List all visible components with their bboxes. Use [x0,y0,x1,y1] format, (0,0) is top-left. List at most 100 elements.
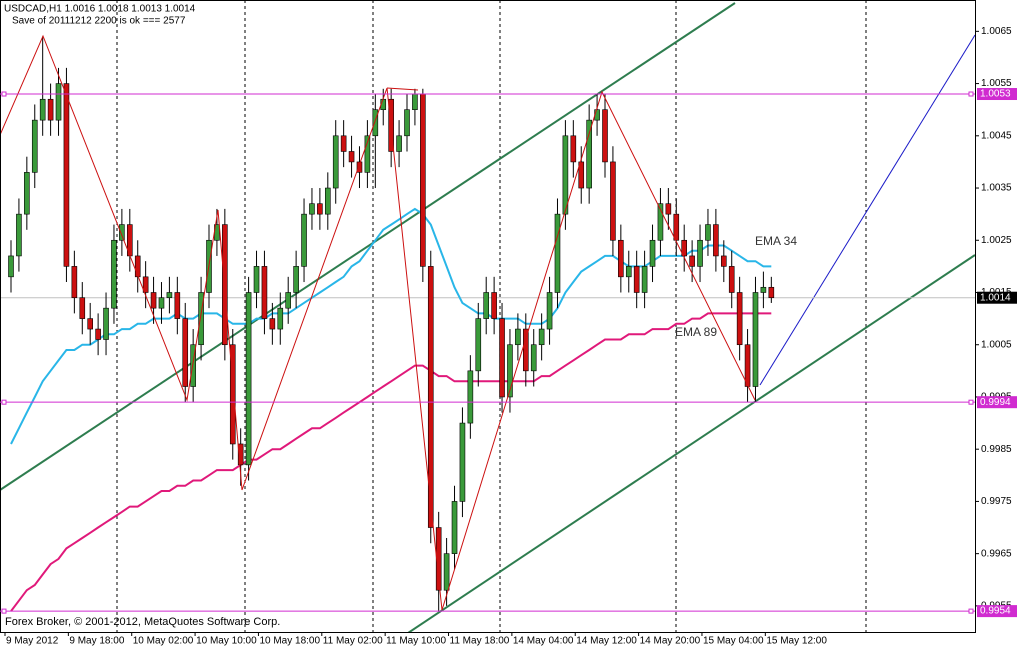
candle-body [760,286,767,293]
candle-body [538,328,545,346]
price-level-label: 1.0053 [980,89,1011,100]
candle-body [372,109,379,137]
ema-label: EMA 89 [675,325,717,339]
x-tick-label: 9 May 2012 [6,636,59,647]
candle-body [79,297,86,319]
channel-line [407,254,975,632]
candle-body [427,266,434,528]
projection-line [759,34,975,386]
candle-body [31,119,38,173]
y-tick-label: 0.9975 [981,496,1012,507]
candle-body [443,553,450,591]
price-level-label: 0.9994 [980,397,1011,408]
candle-body [736,292,743,346]
candle-body [570,135,577,163]
candle-body [610,161,616,241]
candle-body [649,239,656,267]
candle-body [475,318,482,372]
y-tick-label: 1.0025 [981,235,1012,246]
candle-body [301,213,307,267]
footer: Forex Broker, © 2001-2012, MetaQuotes So… [5,616,280,628]
x-tick-label: 10 May 18:00 [259,636,320,647]
candle-body [562,135,569,215]
channel-line [0,2,736,491]
candle-body [166,292,173,299]
y-tick-label: 1.0045 [981,130,1012,141]
candle-body [63,83,70,267]
price-level-end [968,91,974,97]
candle-body [87,318,93,330]
candle-body [412,93,418,110]
y-tick-label: 0.9985 [981,444,1012,455]
data-layer [8,36,775,612]
price-level-label: 0.9954 [980,606,1011,617]
price-level-end [1,608,7,614]
candle-body [150,292,157,309]
price-level-end [1,399,7,405]
candle-body [356,161,363,173]
y-tick-label: 1.0065 [981,26,1012,37]
candle-body [483,292,490,319]
candle-body [47,98,54,121]
plot-border [0,0,976,633]
candle-body [633,266,640,293]
price-level-label-bg [977,88,1017,101]
candle-body [467,370,474,424]
candle-body [459,422,466,502]
candle-body [24,172,30,215]
candle-body [142,276,149,293]
candle-body [728,266,735,293]
y-tick-label: 1.0005 [981,339,1012,350]
candle-body [522,328,529,372]
candle-body [309,203,315,215]
y-tick-label: 1.0055 [981,78,1012,89]
candle-body [404,109,410,137]
price-level-end [968,399,974,405]
candle-body [229,344,236,445]
candle-body [752,292,759,387]
candle-body [420,93,426,267]
candle-body [689,255,695,267]
chart-header: USDCAD,H1 1.0016 1.0018 1.0013 1.0014 [4,4,196,15]
candle-body [625,266,632,278]
x-tick-label: 14 May 04:00 [513,636,574,647]
candle-body [198,292,204,346]
candle-body [95,328,101,340]
candle-body [269,318,276,330]
x-tick-label: 10 May 10:00 [196,636,257,647]
y-tick-label: 1.0035 [981,183,1012,194]
zigzag [0,34,756,611]
price-level-end [1,91,7,97]
y-tick-label: 0.9965 [981,548,1012,559]
candle-body [253,266,260,293]
x-tick-label: 15 May 12:00 [766,636,827,647]
candle-body [657,203,664,241]
ema-label: EMA 34 [755,234,797,248]
candle-body [277,307,284,330]
price-level-end [968,608,974,614]
candle-body [182,318,189,387]
candle-body [348,151,355,163]
candle-body [665,203,672,215]
x-tick-label: 15 May 04:00 [703,636,764,647]
candle-body [673,213,680,241]
candle-body [499,318,505,398]
candle-body [293,266,299,293]
candle-body [237,443,244,466]
candle-body [261,266,268,319]
candle-body [554,213,561,293]
candle-body [744,344,751,387]
candle-body [134,255,141,278]
candle-body [340,135,347,152]
candle-body [681,239,688,257]
x-tick-label: 11 May 02:00 [323,636,383,647]
x-tick-label: 14 May 20:00 [640,636,701,647]
channel [0,2,975,632]
candle-body [16,213,22,257]
candle-body [285,292,292,309]
candle-body [720,255,727,267]
candle-body [713,224,719,257]
candle-body [245,292,252,466]
